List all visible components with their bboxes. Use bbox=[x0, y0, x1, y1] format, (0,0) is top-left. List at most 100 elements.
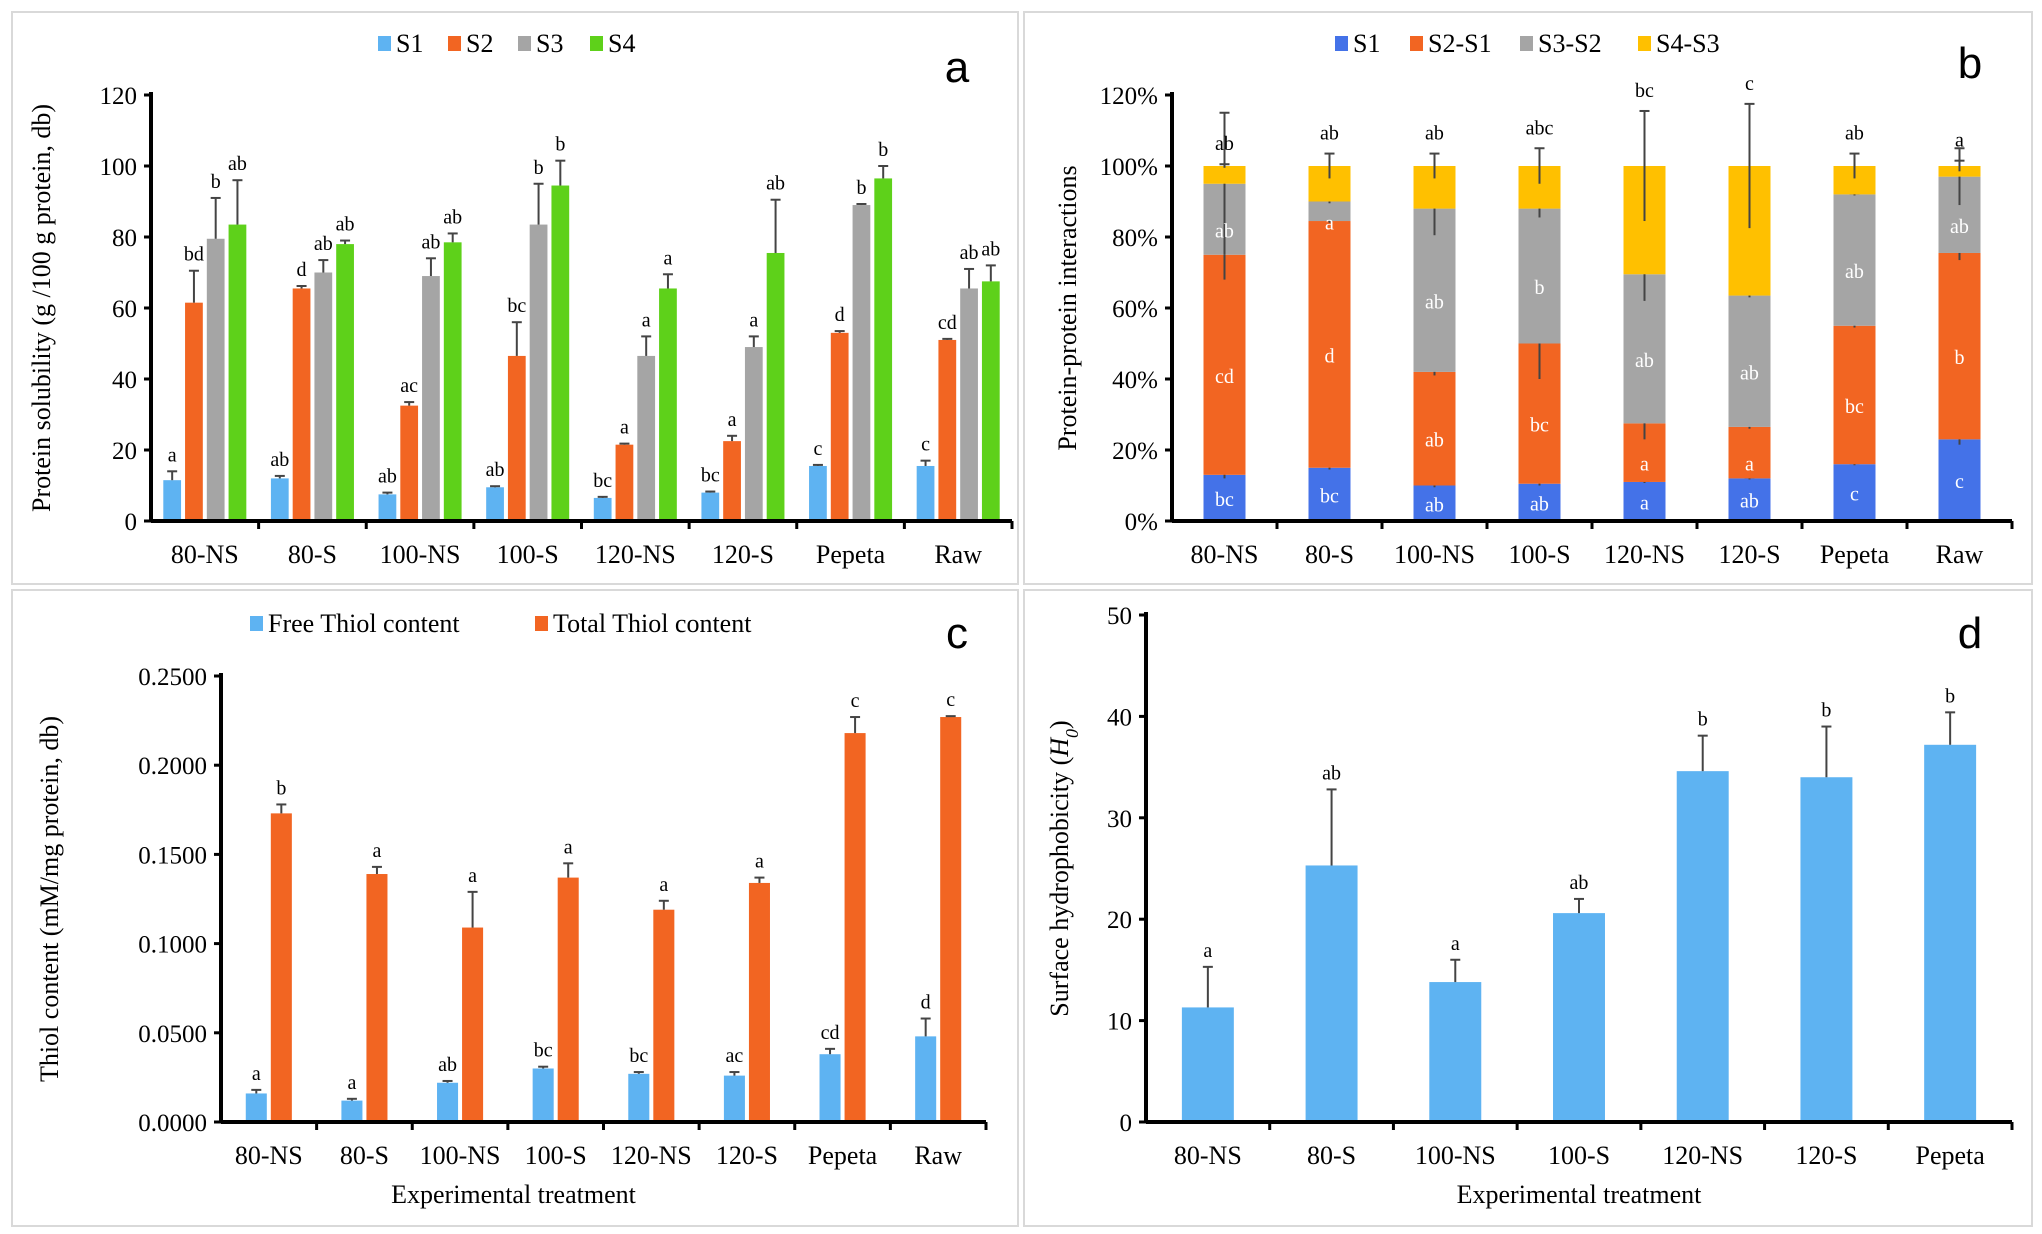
significance-letter: a bbox=[468, 865, 477, 887]
bar-S3-Pepeta bbox=[852, 205, 871, 522]
significance-letter: ac bbox=[400, 375, 418, 397]
significance-letter: b bbox=[534, 157, 544, 179]
significance-letter: c bbox=[851, 690, 860, 712]
bar-Free Thiol content-120-S bbox=[723, 1075, 745, 1122]
significance-letter: b bbox=[856, 177, 866, 199]
bar-S4-120-NS bbox=[659, 288, 677, 521]
bar-Total Thiol content-80-NS bbox=[270, 813, 292, 1122]
significance-letter: a bbox=[664, 247, 673, 269]
x-tick-label: 100-S bbox=[497, 540, 559, 569]
bar-S3-Raw bbox=[960, 288, 978, 521]
bar-S2-100-S bbox=[507, 355, 526, 521]
chart-b: 0%20%40%60%80%100%120%bc bc ab ab a ab cccddab… bbox=[1053, 29, 2014, 569]
y-tick-label: 50 bbox=[1107, 603, 1132, 630]
bar-S1-80-S bbox=[1308, 467, 1351, 521]
x-tick-label: 120-NS bbox=[1604, 540, 1685, 569]
significance-letter: bc bbox=[507, 295, 526, 317]
significance-letter: ab bbox=[314, 233, 333, 255]
y-tick-label: 30 bbox=[1107, 806, 1132, 833]
significance-letter: b bbox=[1535, 277, 1545, 299]
bar-S3-100-NS bbox=[422, 276, 440, 521]
significance-letter: ab bbox=[336, 214, 355, 236]
x-tick-label: 100-NS bbox=[380, 540, 461, 569]
bar-S1-120-NS bbox=[593, 497, 612, 521]
significance-letter: ab bbox=[443, 206, 462, 228]
bar-S1-Raw bbox=[1938, 439, 1981, 521]
bar-Total Thiol content-Raw bbox=[940, 717, 962, 1122]
legend-swatch-Total Thiol content bbox=[535, 616, 548, 631]
panel-letter: b bbox=[1958, 39, 1982, 88]
legend-label-S4-S3: S4-S3 bbox=[1656, 29, 1720, 58]
bar-Free Thiol content-120-NS bbox=[628, 1073, 650, 1122]
panel-letter: a bbox=[945, 43, 970, 92]
bar-Free Thiol content-100-NS bbox=[437, 1082, 459, 1122]
significance-letter: ab bbox=[981, 238, 1000, 260]
y-tick-label: 0.1000 bbox=[138, 932, 207, 959]
bar-value-100-NS bbox=[1429, 982, 1482, 1122]
significance-letter: ab bbox=[486, 459, 505, 481]
bar-Total Thiol content-Pepeta bbox=[844, 733, 866, 1122]
x-tick-label: 100-S bbox=[1548, 1141, 1610, 1170]
y-tick-label: 10 bbox=[1107, 1009, 1132, 1036]
bar-Total Thiol content-80-S bbox=[366, 874, 388, 1122]
significance-letter: bc bbox=[1530, 415, 1549, 437]
y-tick-label: 0 bbox=[125, 509, 138, 536]
bar-S4-Raw bbox=[981, 281, 1000, 521]
significance-letter: ab bbox=[1740, 491, 1759, 513]
significance-letter: ab bbox=[766, 173, 785, 195]
bar-S2-S1-80-NS bbox=[1203, 254, 1246, 475]
significance-letter: b bbox=[1945, 685, 1955, 707]
bar-S1-80-NS bbox=[1203, 474, 1246, 521]
significance-letter: c bbox=[1955, 471, 1964, 493]
significance-letter: a bbox=[1451, 933, 1460, 955]
x-tick-label: Raw bbox=[1936, 540, 1984, 569]
significance-letter: bc bbox=[1635, 80, 1654, 102]
bar-S3-100-S bbox=[529, 224, 548, 521]
y-tick-label: 80% bbox=[1112, 225, 1158, 252]
significance-letter: a bbox=[1955, 130, 1964, 152]
x-axis-label: Experimental treatment bbox=[391, 1180, 637, 1209]
x-tick-label: 120-NS bbox=[595, 540, 676, 569]
significance-letter: b bbox=[1955, 347, 1965, 369]
bar-Total Thiol content-100-S bbox=[557, 877, 579, 1122]
x-tick-label: 80-NS bbox=[1191, 540, 1259, 569]
significance-letter: a bbox=[1640, 454, 1649, 476]
x-tick-label: 120-S bbox=[1795, 1141, 1857, 1170]
significance-letter: b bbox=[1821, 700, 1831, 722]
significance-letter: b bbox=[878, 139, 888, 161]
significance-letter: ab bbox=[1845, 123, 1864, 145]
significance-letter: bc bbox=[534, 1040, 553, 1062]
x-tick-label: 80-NS bbox=[171, 540, 239, 569]
significance-letter: ab bbox=[1425, 430, 1444, 452]
significance-letter: cd bbox=[1215, 366, 1234, 388]
legend-swatch-S4 bbox=[590, 36, 603, 51]
significance-letter: a bbox=[168, 444, 177, 466]
legend-swatch-S3 bbox=[518, 36, 531, 51]
significance-letter: d bbox=[921, 992, 931, 1014]
significance-letter: ab bbox=[270, 449, 289, 471]
panel-letter: c bbox=[946, 609, 968, 658]
legend-label-S4: S4 bbox=[608, 29, 635, 58]
bar-S1-Raw bbox=[916, 465, 935, 521]
bar-value-80-NS bbox=[1181, 1007, 1234, 1122]
bar-S2-Pepeta bbox=[830, 332, 849, 521]
x-tick-label: 80-S bbox=[1307, 1141, 1356, 1170]
panel-d bbox=[1023, 589, 2033, 1227]
significance-letter: cd bbox=[938, 312, 957, 334]
y-tick-label: 20% bbox=[1112, 438, 1158, 465]
bar-value-120-S bbox=[1800, 777, 1853, 1122]
bar-S4-Pepeta bbox=[874, 178, 893, 522]
bar-S1-120-S bbox=[1728, 478, 1771, 521]
significance-letter: d bbox=[1325, 345, 1335, 367]
significance-letter: d bbox=[835, 304, 845, 326]
y-tick-label: 0.1500 bbox=[138, 842, 207, 869]
bar-value-120-NS bbox=[1676, 771, 1729, 1122]
bar-S1-Pepeta bbox=[1833, 464, 1876, 521]
significance-letter: ab bbox=[438, 1054, 457, 1076]
bar-S1-120-S bbox=[701, 492, 720, 521]
bar-S4-120-S bbox=[766, 252, 785, 521]
significance-letter: b bbox=[211, 171, 221, 193]
bar-S2-80-S bbox=[292, 288, 311, 521]
legend-swatch-S1 bbox=[378, 36, 391, 51]
